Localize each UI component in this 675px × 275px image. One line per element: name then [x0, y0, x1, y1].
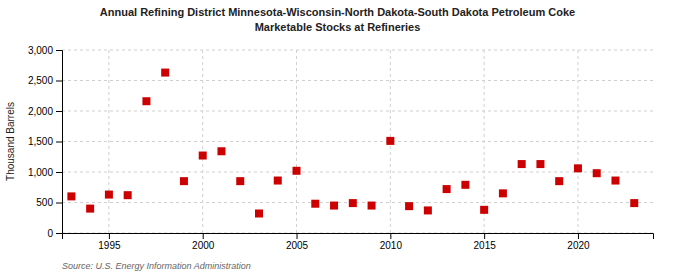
tick-label: 1,500 [28, 136, 53, 147]
tick-label: 2,000 [28, 106, 53, 117]
point [480, 206, 488, 214]
title: Annual Refining District Minnesota-Wisco… [100, 6, 575, 18]
tick-mark [56, 172, 62, 173]
grid-line-x [296, 50, 297, 233]
grid-line-y [62, 202, 653, 203]
point [611, 177, 619, 185]
point [574, 164, 582, 172]
tick-label: 2015 [474, 240, 497, 251]
x-axis: 1995 2000 2005 2010 2015 2020 [63, 233, 654, 251]
tick: 1,500 [28, 136, 62, 147]
point [461, 181, 469, 189]
point [86, 205, 94, 213]
point [424, 206, 432, 214]
tick: 2,000 [28, 106, 62, 117]
annotation: Source: U.S. Energy Information Administ… [62, 261, 251, 271]
point [368, 202, 376, 210]
point [499, 189, 507, 197]
tick: 2000 [192, 233, 215, 251]
point [555, 177, 563, 185]
grid-line-y [62, 80, 653, 81]
tick-label: 1,000 [28, 167, 53, 178]
point [255, 209, 263, 217]
tick-mark [203, 233, 204, 239]
tick-label: 1995 [98, 240, 121, 251]
tick-mark [390, 233, 391, 239]
point [443, 185, 451, 193]
tick-label: 3,000 [28, 45, 53, 56]
tick: 0 [47, 228, 62, 239]
grid-line-x [484, 50, 485, 233]
grid-line-y [62, 50, 653, 51]
tick-label: 500 [36, 197, 53, 208]
point [518, 160, 526, 168]
tick: 2010 [380, 233, 403, 251]
tick-mark [109, 233, 110, 239]
plot-area: 1995 2000 2005 2010 2015 2020 0 500 1,000 1,500 2,… [28, 45, 654, 251]
point [293, 167, 301, 175]
point [311, 200, 319, 208]
point [274, 177, 282, 185]
tick-label: 2020 [567, 240, 590, 251]
grid-line-x [202, 50, 203, 233]
tick-mark [56, 50, 62, 51]
point [349, 199, 357, 207]
tick: 2020 [567, 233, 590, 251]
point [142, 97, 150, 105]
tick-mark [56, 203, 62, 204]
point [536, 160, 544, 168]
point [67, 192, 75, 200]
tick-mark [578, 233, 579, 239]
tick-mark [56, 111, 62, 112]
point [161, 69, 169, 77]
grid-line-y [62, 111, 653, 112]
tick-label: 2000 [192, 240, 215, 251]
tick: 500 [36, 197, 62, 208]
y-axis-label: Thousand Barrels [5, 102, 16, 181]
tick: 3,000 [28, 45, 62, 56]
tick: 2005 [286, 233, 309, 251]
point [330, 202, 338, 210]
y-axis: 0 500 1,000 1,500 2,000 2,500 3,000 [28, 45, 63, 239]
point [180, 177, 188, 185]
grid-line-y [62, 141, 653, 142]
tick: 2015 [474, 233, 497, 251]
point [593, 169, 601, 177]
point [386, 137, 394, 145]
tick-mark [484, 233, 485, 239]
tick-mark [56, 142, 62, 143]
tick: 1995 [98, 233, 121, 251]
point [199, 152, 207, 160]
tick-mark [56, 233, 62, 234]
grid [62, 50, 653, 233]
point [236, 177, 244, 185]
tick-mark [56, 81, 62, 82]
tick: 2,500 [28, 75, 62, 86]
point [217, 147, 225, 155]
point [105, 191, 113, 199]
point [124, 191, 132, 199]
chart: Annual Refining District Minnesota-Wisco… [0, 0, 675, 275]
grid-line-y [62, 172, 653, 173]
axis-line [56, 51, 63, 234]
axis-line [63, 234, 654, 240]
point [405, 202, 413, 210]
points [67, 69, 638, 218]
tick-label: 0 [47, 228, 53, 239]
point [630, 199, 638, 207]
tick-label: 2005 [286, 240, 309, 251]
subtitle: Marketable Stocks at Refineries [255, 21, 421, 33]
tick-label: 2,500 [28, 75, 53, 86]
grid-line-x [577, 50, 578, 233]
tick-label: 2010 [380, 240, 403, 251]
tick: 1,000 [28, 167, 62, 178]
grid-line-x [108, 50, 109, 233]
tick-mark [297, 233, 298, 239]
